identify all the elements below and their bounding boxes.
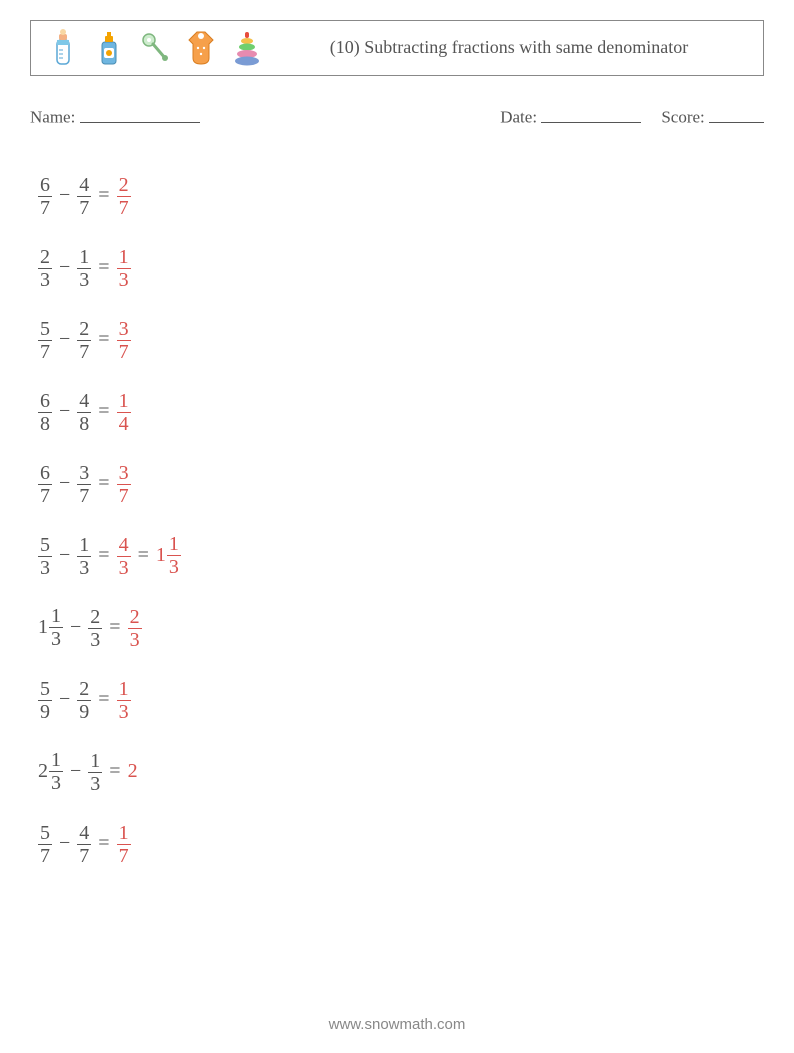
minus-operator: − bbox=[52, 328, 77, 351]
fraction: 17 bbox=[117, 823, 131, 866]
fraction: 68 bbox=[38, 391, 52, 434]
problem-row: 67−47=27 bbox=[38, 166, 764, 226]
equals-sign: = bbox=[91, 472, 116, 495]
equals-sign: = bbox=[91, 328, 116, 351]
minus-operator: − bbox=[63, 616, 88, 639]
fraction: 57 bbox=[38, 319, 52, 362]
fraction: 13 bbox=[77, 535, 91, 578]
fraction: 67 bbox=[38, 175, 52, 218]
fraction: 37 bbox=[117, 319, 131, 362]
equals-sign: = bbox=[91, 688, 116, 711]
date-label: Date: bbox=[500, 108, 537, 127]
equals-sign: = bbox=[91, 400, 116, 423]
mixed-whole: 1 bbox=[38, 616, 48, 639]
minus-operator: − bbox=[52, 400, 77, 423]
mixed-whole: 2 bbox=[38, 760, 48, 783]
name-blank[interactable] bbox=[80, 104, 200, 123]
fraction: 23 bbox=[128, 607, 142, 650]
minus-operator: − bbox=[52, 688, 77, 711]
fraction: 13 bbox=[167, 534, 181, 577]
stacking-rings-icon bbox=[229, 28, 265, 68]
fraction: 37 bbox=[117, 463, 131, 506]
fraction: 59 bbox=[38, 679, 52, 722]
problem-row: 59−29=13 bbox=[38, 670, 764, 730]
whole-number: 2 bbox=[128, 760, 138, 782]
minus-operator: − bbox=[52, 184, 77, 207]
fraction: 13 bbox=[117, 247, 131, 290]
problems-list: 67−47=2723−13=1357−27=3768−48=1467−37=37… bbox=[30, 166, 764, 874]
fraction: 48 bbox=[77, 391, 91, 434]
minus-operator: − bbox=[63, 760, 88, 783]
name-label: Name: bbox=[30, 108, 75, 127]
mixed-whole: 1 bbox=[156, 544, 166, 567]
equals-sign: = bbox=[91, 184, 116, 207]
fraction: 27 bbox=[77, 319, 91, 362]
minus-operator: − bbox=[52, 472, 77, 495]
baby-bottle-icon bbox=[45, 28, 81, 68]
baby-onesie-icon bbox=[183, 28, 219, 68]
equals-sign: = bbox=[131, 544, 156, 567]
header-icons bbox=[41, 28, 265, 68]
problem-row: 68−48=14 bbox=[38, 382, 764, 442]
fraction: 47 bbox=[77, 823, 91, 866]
fraction: 23 bbox=[88, 607, 102, 650]
meta-row: Name: Date: Score: bbox=[30, 104, 764, 128]
fraction: 23 bbox=[38, 247, 52, 290]
problem-row: 213−13=2 bbox=[38, 742, 764, 802]
problem-row: 53−13=43=113 bbox=[38, 526, 764, 586]
problem-row: 23−13=13 bbox=[38, 238, 764, 298]
fraction: 67 bbox=[38, 463, 52, 506]
fraction: 27 bbox=[117, 175, 131, 218]
problem-row: 113−23=23 bbox=[38, 598, 764, 658]
fraction: 37 bbox=[77, 463, 91, 506]
score-blank[interactable] bbox=[709, 104, 764, 123]
fraction: 29 bbox=[77, 679, 91, 722]
minus-operator: − bbox=[52, 832, 77, 855]
footer-url: www.snowmath.com bbox=[0, 1016, 794, 1033]
fraction: 13 bbox=[88, 751, 102, 794]
fraction: 13 bbox=[49, 750, 63, 793]
fraction: 53 bbox=[38, 535, 52, 578]
equals-sign: = bbox=[91, 544, 116, 567]
equals-sign: = bbox=[91, 832, 116, 855]
problem-row: 67−37=37 bbox=[38, 454, 764, 514]
score-label: Score: bbox=[661, 108, 704, 127]
header-box: (10) Subtracting fractions with same den… bbox=[30, 20, 764, 76]
fraction: 13 bbox=[49, 606, 63, 649]
fraction: 13 bbox=[77, 247, 91, 290]
minus-operator: − bbox=[52, 544, 77, 567]
problem-row: 57−47=17 bbox=[38, 814, 764, 874]
fraction: 43 bbox=[117, 535, 131, 578]
equals-sign: = bbox=[91, 256, 116, 279]
equals-sign: = bbox=[102, 760, 127, 783]
lotion-bottle-icon bbox=[91, 28, 127, 68]
fraction: 57 bbox=[38, 823, 52, 866]
date-blank[interactable] bbox=[541, 104, 641, 123]
minus-operator: − bbox=[52, 256, 77, 279]
safety-pin-icon bbox=[137, 28, 173, 68]
worksheet-title: (10) Subtracting fractions with same den… bbox=[265, 36, 753, 59]
problem-row: 57−27=37 bbox=[38, 310, 764, 370]
equals-sign: = bbox=[102, 616, 127, 639]
fraction: 13 bbox=[117, 679, 131, 722]
fraction: 47 bbox=[77, 175, 91, 218]
fraction: 14 bbox=[117, 391, 131, 434]
